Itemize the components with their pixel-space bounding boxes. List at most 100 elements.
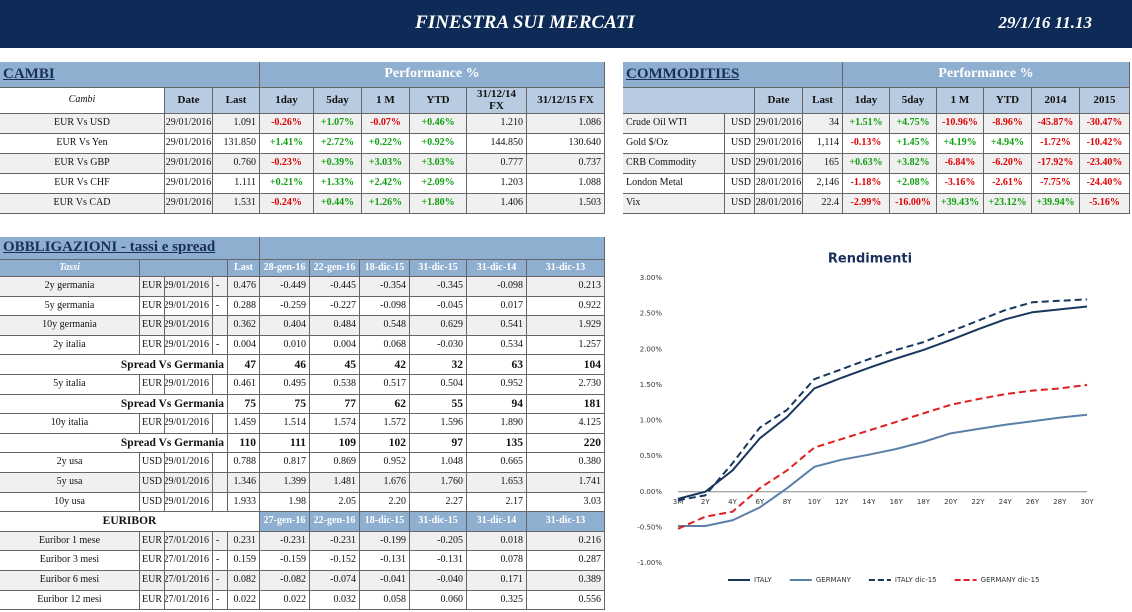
column-header: YTD <box>984 88 1032 114</box>
bond-value: -0.449 <box>260 277 310 297</box>
table-cell: 1.406 <box>467 194 527 214</box>
bond-value: 0.495 <box>260 375 310 395</box>
table-cell: 29/01/2016 <box>165 134 213 154</box>
spread-value: 102 <box>360 433 410 454</box>
bond-value: -0.045 <box>410 296 467 317</box>
bond-name: 5y italia <box>0 375 140 395</box>
bond-name: 10y germania <box>0 316 140 336</box>
spread-value: 45 <box>310 355 360 375</box>
table-cell: -8.96% <box>984 114 1032 134</box>
column-header: 31-dic-14 <box>467 512 527 532</box>
currency: EUR <box>140 335 165 356</box>
table-cell: CRB Commodity <box>623 154 725 174</box>
last: 0.362 <box>228 316 260 336</box>
table-cell: -1.72% <box>1032 134 1080 154</box>
currency: USD <box>140 473 165 493</box>
flag: - <box>213 296 228 317</box>
x-tick-label: 6Y <box>755 498 764 506</box>
column-header: 31/12/14 FX <box>467 88 527 114</box>
table-cell: -6.84% <box>937 154 984 174</box>
column-header: 1day <box>260 88 314 114</box>
bond-name: 5y germania <box>0 296 140 317</box>
date: 29/01/2016 <box>165 316 213 336</box>
bond-value: 0.060 <box>410 590 467 611</box>
x-tick-label: 8Y <box>783 498 792 506</box>
x-tick-label: 24Y <box>999 498 1013 506</box>
table-cell: -10.96% <box>937 114 984 134</box>
bond-value: 0.517 <box>360 375 410 395</box>
spread-value: 42 <box>360 355 410 375</box>
table-cell: USD <box>725 194 755 214</box>
column-header: 18-dic-15 <box>360 512 410 532</box>
table-cell: +2.72% <box>314 134 362 154</box>
table-cell: +39.94% <box>1032 194 1080 214</box>
bond-value: -0.098 <box>467 277 527 297</box>
x-tick-label: 18Y <box>917 498 931 506</box>
bond-value: -0.041 <box>360 571 410 591</box>
bond-name: Euribor 6 mesi <box>0 571 140 591</box>
spread-value: 55 <box>410 394 467 415</box>
bond-value: 0.404 <box>260 316 310 336</box>
bond-value: 0.325 <box>467 590 527 611</box>
euribor-title: EURIBOR <box>0 512 260 532</box>
table-cell: +0.63% <box>843 154 890 174</box>
column-header: Date <box>165 88 213 114</box>
bond-value: -0.074 <box>310 571 360 591</box>
table-cell: EUR Vs Yen <box>0 134 165 154</box>
bond-value: 0.548 <box>360 316 410 336</box>
table-cell: +39.43% <box>937 194 984 214</box>
spread-value: 32 <box>410 355 467 375</box>
table-cell: 29/01/2016 <box>165 154 213 174</box>
table-cell: -17.92% <box>1032 154 1080 174</box>
bond-value: 0.556 <box>527 590 605 611</box>
column-header: 31-dic-13 <box>527 260 605 277</box>
table-cell: +23.12% <box>984 194 1032 214</box>
last: 1.933 <box>228 492 260 513</box>
bond-value: -0.231 <box>310 531 360 552</box>
table-cell: 144.850 <box>467 134 527 154</box>
spread-value: 77 <box>310 394 360 415</box>
bond-value: -0.152 <box>310 551 360 571</box>
bond-value: -0.259 <box>260 296 310 317</box>
chart-title: Rendimenti <box>828 252 912 267</box>
last: 0.082 <box>228 571 260 591</box>
last: 0.022 <box>228 590 260 611</box>
table-cell: -30.47% <box>1080 114 1130 134</box>
table-cell: -7.75% <box>1032 174 1080 194</box>
bond-value: 0.213 <box>527 277 605 297</box>
spread-value: 94 <box>467 394 527 415</box>
column-header: 28-gen-16 <box>260 260 310 277</box>
table-cell: 1.203 <box>467 174 527 194</box>
bond-value: -0.098 <box>360 296 410 317</box>
table-cell: -3.16% <box>937 174 984 194</box>
table-cell: +2.42% <box>362 174 410 194</box>
spread-value: 104 <box>527 355 605 375</box>
performance-header: Performance % <box>260 62 605 88</box>
bond-value: 1.257 <box>527 335 605 356</box>
table-cell: +0.44% <box>314 194 362 214</box>
column-header: 31-dic-15 <box>410 260 467 277</box>
bond-value: 1.98 <box>260 492 310 513</box>
date: 29/01/2016 <box>165 277 213 297</box>
y-tick-label: 2.50% <box>640 310 663 318</box>
table-cell: +0.39% <box>314 154 362 174</box>
table-cell: +0.21% <box>260 174 314 194</box>
spread-value: 63 <box>467 355 527 375</box>
spread-last: 75 <box>228 394 260 415</box>
table-cell: 0.777 <box>467 154 527 174</box>
table-cell: +1.26% <box>362 194 410 214</box>
y-tick-label: 3.00% <box>640 274 663 282</box>
column-header: 22-gen-16 <box>310 512 360 532</box>
column-header: 2014 <box>1032 88 1080 114</box>
column-header: 27-gen-16 <box>260 512 310 532</box>
table-cell: +4.94% <box>984 134 1032 154</box>
table-cell: Gold $/Oz <box>623 134 725 154</box>
column-header: 31-dic-15 <box>410 512 467 532</box>
bond-value: 2.20 <box>360 492 410 513</box>
date: 29/01/2016 <box>165 296 213 317</box>
date: 27/01/2016 <box>165 531 213 552</box>
bond-value: 1.890 <box>467 414 527 434</box>
bond-value: 0.032 <box>310 590 360 611</box>
spread-label: Spread Vs Germania <box>0 355 228 375</box>
table-cell: +4.19% <box>937 134 984 154</box>
